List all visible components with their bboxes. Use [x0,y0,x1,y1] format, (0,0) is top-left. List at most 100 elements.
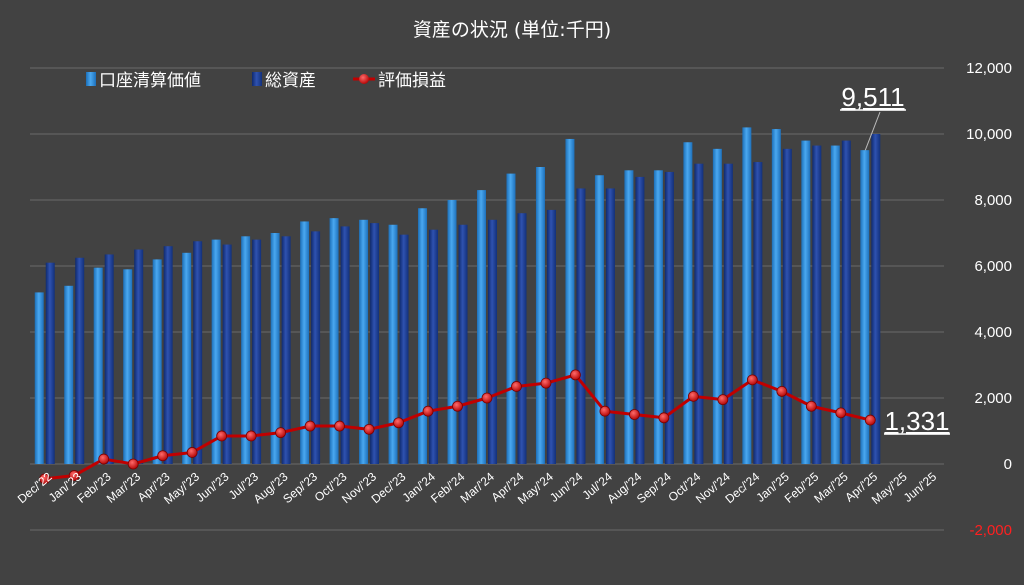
bar-total-assets [281,236,291,464]
bar-total-assets [576,188,586,464]
pnl-point [452,400,463,412]
bars [34,127,881,465]
x-tick-label: Dec/'22 [15,469,55,506]
pnl-point [511,381,522,392]
pnl-point [864,414,876,426]
bar-account-value [477,190,486,464]
y-tick-label: 6,000 [974,258,1012,275]
bar-account-value [182,252,192,464]
bar-account-value [447,200,457,464]
bar-total-assets [104,254,114,464]
bar-total-assets [429,229,439,464]
legend-swatch [86,72,96,86]
bar-total-assets [134,249,144,464]
bar-total-assets [753,162,763,465]
chart-title: 資産の状況 (単位:千円) [413,19,611,41]
callout-leader [864,111,881,151]
y-axis-ticks: 12,000 10,000 8,000 6,000 4,000 2,000 0 -2,000 [966,60,1012,539]
pnl-point [275,427,287,439]
pnl-point [304,420,316,432]
legend-swatch [252,72,262,86]
y-tick-label: 2,000 [974,390,1012,407]
bar-total-assets [370,223,380,464]
y-tick-label: 10,000 [966,126,1012,143]
bar-total-assets [517,213,527,464]
callouts: 9,511 1,331 [840,82,950,436]
pnl-point [629,409,640,420]
bar-account-value [300,221,310,464]
x-tick-label: Mar/'24 [458,469,498,505]
bar-total-assets [458,224,468,464]
bar-account-value [93,267,103,464]
pnl-line [39,369,876,485]
bar-account-value [34,292,44,464]
legend-label: 口座清算価値 [99,71,201,91]
y-tick-label: -2,000 [969,522,1012,539]
bar-total-assets [163,246,173,464]
y-tick-label: 8,000 [974,192,1012,209]
x-tick-label: Dec/'23 [369,469,409,506]
x-tick-label: Jun/'25 [901,469,940,505]
bar-total-assets [812,145,822,465]
x-tick-label: Mar/'25 [811,469,851,505]
legend-label: 総資産 [265,71,316,91]
bar-account-value [506,173,516,464]
bar-account-value [152,259,162,464]
pnl-point [776,385,788,397]
bar-total-assets [222,244,232,464]
bar-total-assets [252,239,262,464]
pnl-point [68,470,80,481]
pnl-point [334,420,345,432]
bar-total-assets [841,140,851,464]
bar-total-assets [664,171,674,464]
callout-label: 1,331 [884,406,949,436]
x-tick-label: Sep/'23 [280,469,320,506]
bar-total-assets [605,188,615,464]
bar-account-value [359,219,369,464]
bar-account-value [329,218,339,464]
y-tick-label: 4,000 [974,324,1012,341]
pnl-point [245,430,257,442]
pnl-point [540,377,552,389]
legend: 口座清算価値 総資産 評価損益 [86,71,446,91]
bar-total-assets [45,262,55,464]
pnl-point [746,374,758,386]
pnl-point [658,412,670,424]
pnl-point [422,405,434,417]
bar-account-value [742,127,752,465]
x-tick-label: Jun/'23 [193,469,232,505]
bar-account-value [565,138,575,464]
y-tick-label: 0 [1004,456,1012,473]
bar-account-value [624,170,634,465]
pnl-point [39,473,51,485]
bar-total-assets [399,234,409,464]
pnl-point [599,405,611,417]
x-tick-label: Dec/'24 [722,469,762,506]
pnl-point [157,450,169,462]
y-tick-label: 12,000 [966,60,1012,77]
x-tick-label: Mar/'23 [104,469,144,505]
bar-total-assets [782,148,792,464]
bar-total-assets [546,209,556,464]
pnl-point [186,447,198,458]
pnl-point [393,417,404,429]
bar-account-value [241,236,251,464]
pnl-point [805,400,817,412]
pnl-point [717,394,729,406]
x-tick-label: Jun/'24 [547,469,586,505]
bar-account-value [123,269,133,464]
pnl-point [98,453,110,465]
bar-account-value [270,233,280,464]
bar-total-assets [193,241,203,464]
x-axis-ticks: Dec/'22Jan/'23Feb/'23Mar/'23Apr/'23May/'… [15,469,940,507]
bar-total-assets [871,134,881,464]
bar-total-assets [723,163,733,464]
pnl-point [127,458,139,470]
bar-account-value [535,167,545,464]
legend-marker [359,74,369,84]
bar-account-value [594,175,604,464]
pnl-point [481,392,493,404]
pnl-point [363,423,375,435]
